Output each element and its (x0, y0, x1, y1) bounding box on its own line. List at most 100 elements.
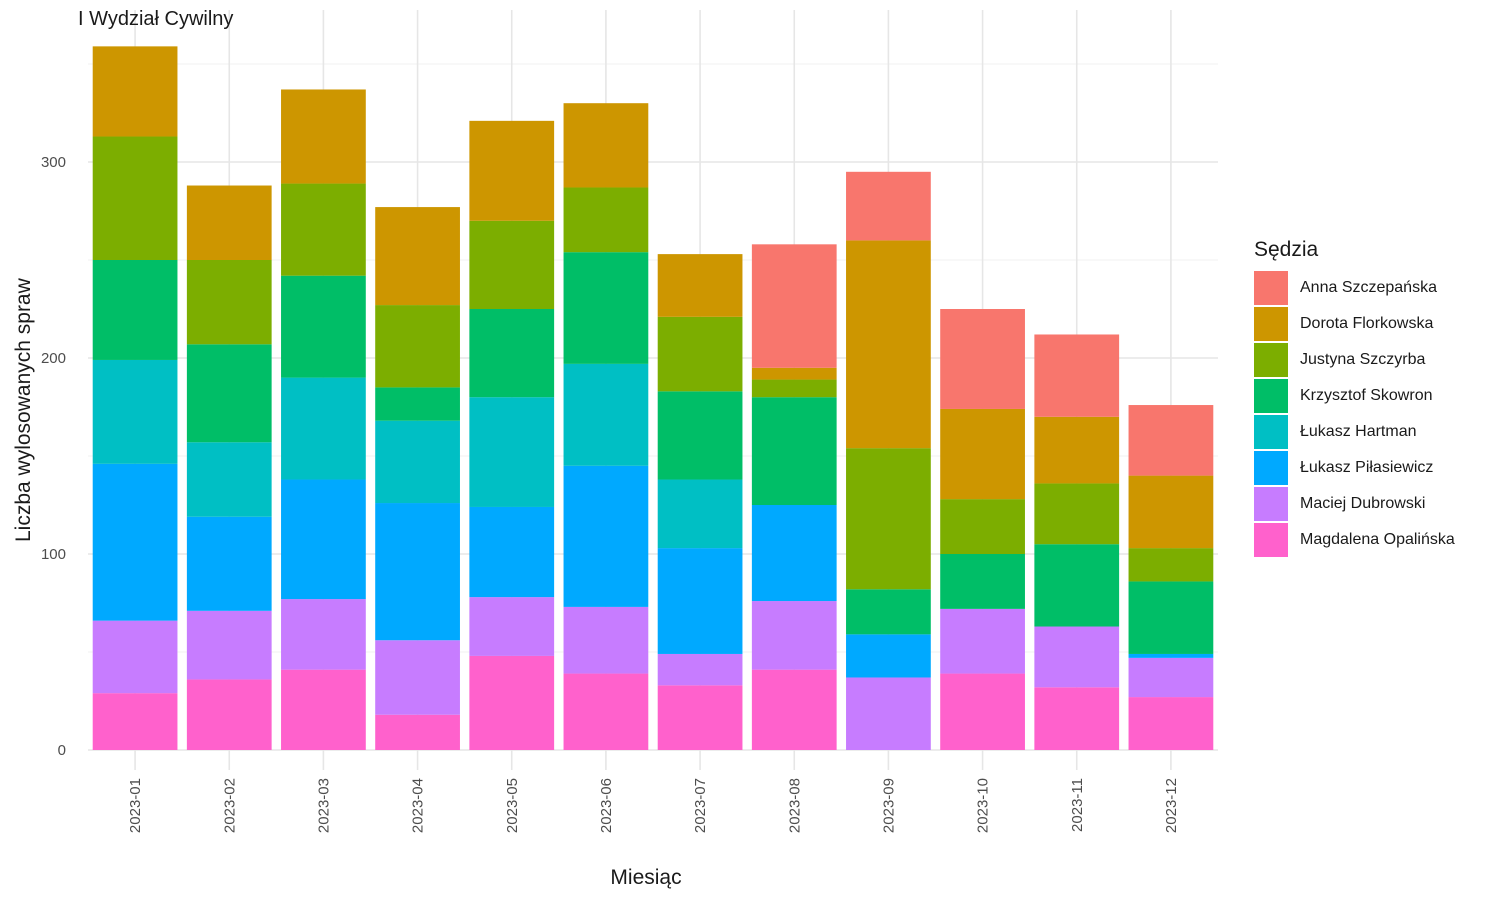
bar-segment (469, 397, 555, 507)
bar-segment (92, 136, 178, 260)
bar-segment (375, 387, 460, 421)
bar-segment (563, 103, 649, 188)
x-tick-label: 2023-04 (410, 778, 427, 833)
legend-item: Krzysztof Skowron (1254, 379, 1432, 413)
x-tick-label: 2023-01 (127, 778, 144, 833)
bar-segment (281, 183, 366, 276)
bar-segment (940, 309, 1025, 409)
bar-segment (375, 640, 460, 715)
bar-segment (563, 187, 649, 253)
bar-segment (846, 240, 931, 449)
bar-segment (281, 275, 366, 378)
bar-segment (751, 397, 837, 505)
x-tick-label: 2023-12 (1163, 778, 1180, 833)
bar-segment (563, 465, 649, 607)
bar-segment (186, 516, 272, 611)
legend-item: Dorota Florkowska (1254, 307, 1433, 341)
y-axis-label: Liczba wylosowanych spraw (12, 278, 35, 542)
legend-title: Sędzia (1254, 238, 1319, 261)
legend-item: Anna Szczepańska (1254, 271, 1437, 305)
bar-segment (469, 220, 555, 309)
bar-segment (375, 420, 460, 504)
bar-segment (751, 505, 837, 602)
bar-segment (751, 379, 837, 398)
bar-segment (375, 714, 460, 750)
bar-segment (657, 316, 743, 392)
legend-swatch (1254, 271, 1288, 305)
bar-segment (186, 260, 272, 345)
legend-item: Łukasz Piłasiewicz (1254, 451, 1433, 485)
bar-segment (940, 673, 1025, 750)
x-tick-label: 2023-02 (221, 778, 238, 833)
bar-segment (563, 363, 649, 466)
x-tick-label: 2023-10 (975, 778, 992, 833)
bar-segment (186, 442, 272, 517)
bar-segment (751, 669, 837, 750)
bar-segment (1128, 697, 1214, 750)
bar-segment (846, 634, 931, 678)
legend-label: Maciej Dubrowski (1300, 495, 1426, 512)
legend-label: Łukasz Hartman (1300, 423, 1417, 440)
bar-segment (657, 548, 743, 654)
bar-segment (657, 479, 743, 549)
bar-segment (846, 448, 931, 590)
legend-item: Łukasz Hartman (1254, 415, 1417, 449)
y-tick-label: 0 (58, 742, 66, 759)
bar-segment (940, 499, 1025, 554)
bar-segment (751, 601, 837, 670)
bar-segment (563, 606, 649, 674)
bar-segment (281, 89, 366, 184)
bar-segment (1034, 416, 1120, 484)
bar-segment (186, 344, 272, 443)
legend-swatch (1254, 379, 1288, 413)
bar-segment (92, 620, 178, 694)
x-tick-label: 2023-11 (1069, 778, 1086, 832)
x-tick-label: 2023-07 (692, 778, 709, 833)
bar-segment (92, 359, 178, 464)
bar-segment (1128, 475, 1214, 549)
legend-label: Łukasz Piłasiewicz (1300, 459, 1434, 476)
bar-segment (1128, 657, 1214, 698)
bar-segment (940, 408, 1025, 500)
x-tick-label: 2023-05 (504, 778, 521, 833)
bar-segment (1034, 687, 1120, 750)
y-tick-label: 100 (41, 546, 66, 563)
bar-segment (186, 185, 272, 260)
bar-segment (281, 599, 366, 670)
bar-segment (375, 207, 460, 306)
legend-label: Justyna Szczyrba (1300, 351, 1426, 368)
bar-segment (469, 506, 555, 598)
bar-segment (657, 391, 743, 480)
bar-segment (563, 673, 649, 750)
bar-segment (92, 260, 178, 360)
legend-swatch (1254, 523, 1288, 557)
bar-segment (469, 597, 555, 656)
bar-segment (186, 679, 272, 750)
legend-label: Anna Szczepańska (1300, 279, 1437, 296)
bar-segment (846, 171, 931, 241)
legend-item: Maciej Dubrowski (1254, 487, 1425, 521)
bar-segment (657, 653, 743, 686)
legend-label: Krzysztof Skowron (1300, 387, 1433, 404)
bar-segment (563, 252, 649, 364)
bar-segment (657, 254, 743, 317)
bar-segment (469, 655, 555, 750)
bar-segment (1128, 581, 1214, 654)
bar-segment (846, 677, 931, 750)
x-tick-label: 2023-09 (880, 778, 897, 833)
y-tick-label: 300 (41, 154, 66, 171)
bar-segment (281, 377, 366, 480)
bar-segment (92, 46, 178, 137)
legend-label: Dorota Florkowska (1300, 315, 1434, 332)
bar-segment (1128, 405, 1214, 476)
bar-segment (940, 554, 1025, 609)
legend-item: Justyna Szczyrba (1254, 343, 1425, 377)
x-tick-label: 2023-06 (598, 778, 615, 833)
legend-swatch (1254, 307, 1288, 341)
bar-segment (92, 463, 178, 621)
bar-segment (751, 367, 837, 380)
legend-label: Magdalena Opalińska (1300, 531, 1455, 548)
bar-segment (1034, 334, 1120, 417)
legend-item: Magdalena Opalińska (1254, 523, 1455, 557)
